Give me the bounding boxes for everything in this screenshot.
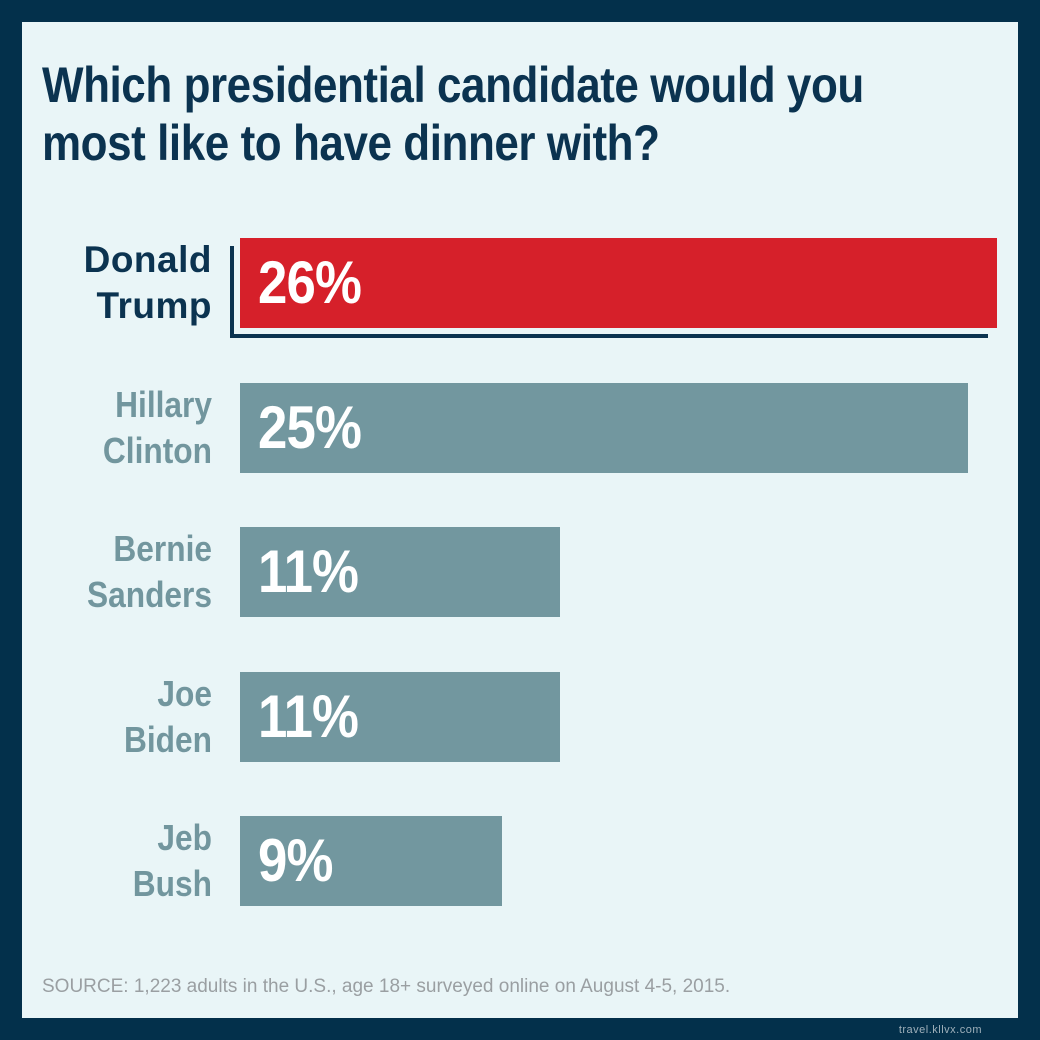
chart-panel [22, 22, 1018, 1018]
bar-hillary-clinton [240, 382, 968, 473]
data-label: 11% [258, 682, 359, 750]
data-label: 9% [258, 827, 333, 894]
category-label-line: Donald [83, 239, 212, 280]
bar-joe-biden [240, 671, 561, 762]
category-label-line: Jeb [157, 817, 212, 858]
bar-donald-trump [240, 238, 997, 328]
bar-jeb-bush [240, 816, 502, 906]
category-label-line: Sanders [86, 574, 212, 615]
data-label: 26% [258, 249, 362, 316]
category-label-line: Joe [157, 672, 212, 714]
category-label-line: Trump [96, 285, 212, 326]
chart-title: Which presidential candidate would you m… [42, 56, 864, 172]
highlight-bracket-left [230, 246, 234, 338]
watermark: travel.kllvx.com [898, 1024, 982, 1036]
category-label: Hillary Clinton [18, 382, 212, 474]
category-label-line: Bernie [113, 528, 212, 569]
category-label: Jeb Bush [18, 815, 212, 907]
highlight-bracket-bottom [230, 334, 988, 338]
category-label-line: Bush [132, 863, 212, 904]
category-label: Joe Biden [18, 671, 212, 763]
category-label: Donald Trump [0, 237, 212, 329]
category-label-line: Biden [123, 718, 212, 760]
category-label-line: Hillary [115, 383, 212, 425]
bar-bernie-sanders [240, 527, 561, 617]
category-label-line: Clinton [102, 429, 212, 471]
category-label: Bernie Sanders [18, 526, 212, 618]
data-label: 25% [258, 393, 362, 461]
title-line-1: Which presidential candidate would you [42, 57, 864, 113]
data-label: 11% [258, 538, 359, 605]
source-note: SOURCE: 1,223 adults in the U.S., age 18… [42, 976, 731, 997]
title-line-2: most like to have dinner with? [42, 115, 660, 171]
